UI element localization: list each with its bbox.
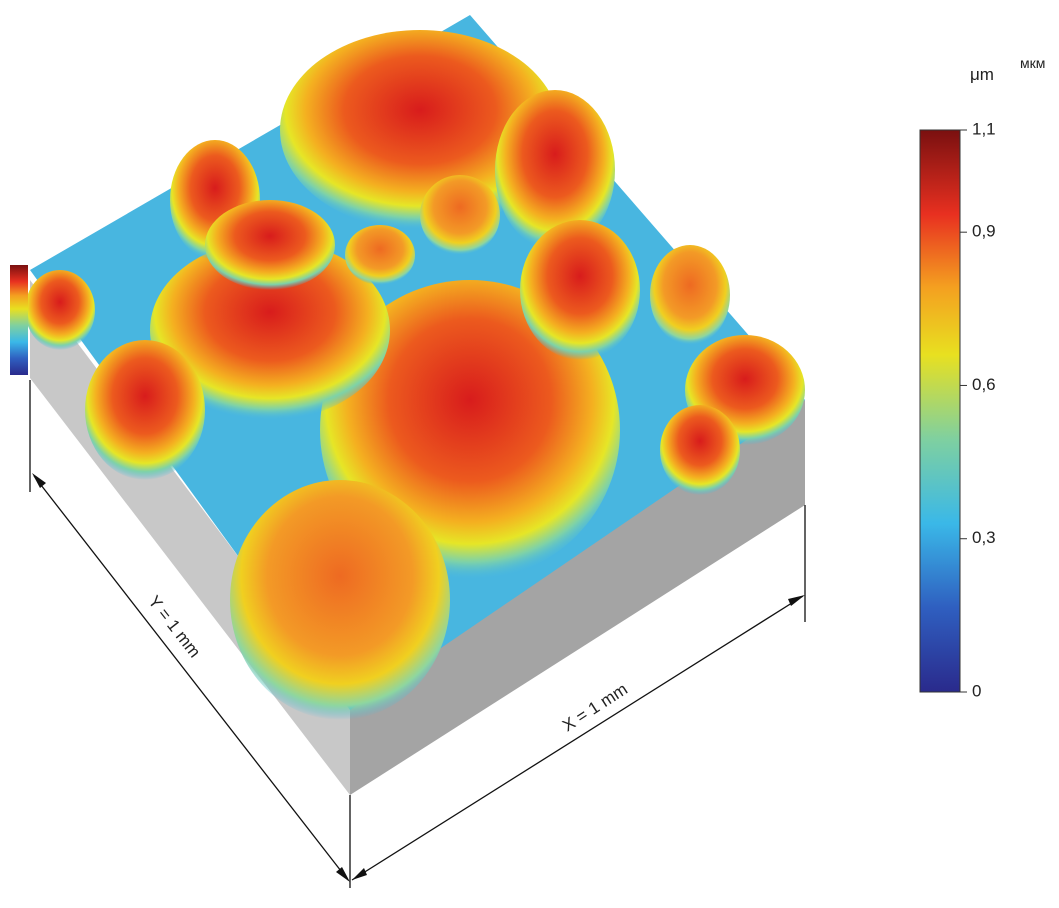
y-label: Y = 1 mm [144,592,204,661]
tick-label: 1,1 [972,119,996,138]
dimension-lines [29,380,806,888]
tick-label: 0,3 [972,528,996,547]
colorbar-ticks: 1,1 0,9 0,6 0,3 0 [960,119,996,700]
unit-alt-label: мкм [1020,55,1045,71]
colorbar [919,129,961,693]
surface [10,15,805,795]
tick-label: 0,9 [972,222,996,241]
tick-label: 0 [972,681,981,700]
tick-label: 0,6 [972,375,996,394]
unit-label: μm [970,65,994,84]
